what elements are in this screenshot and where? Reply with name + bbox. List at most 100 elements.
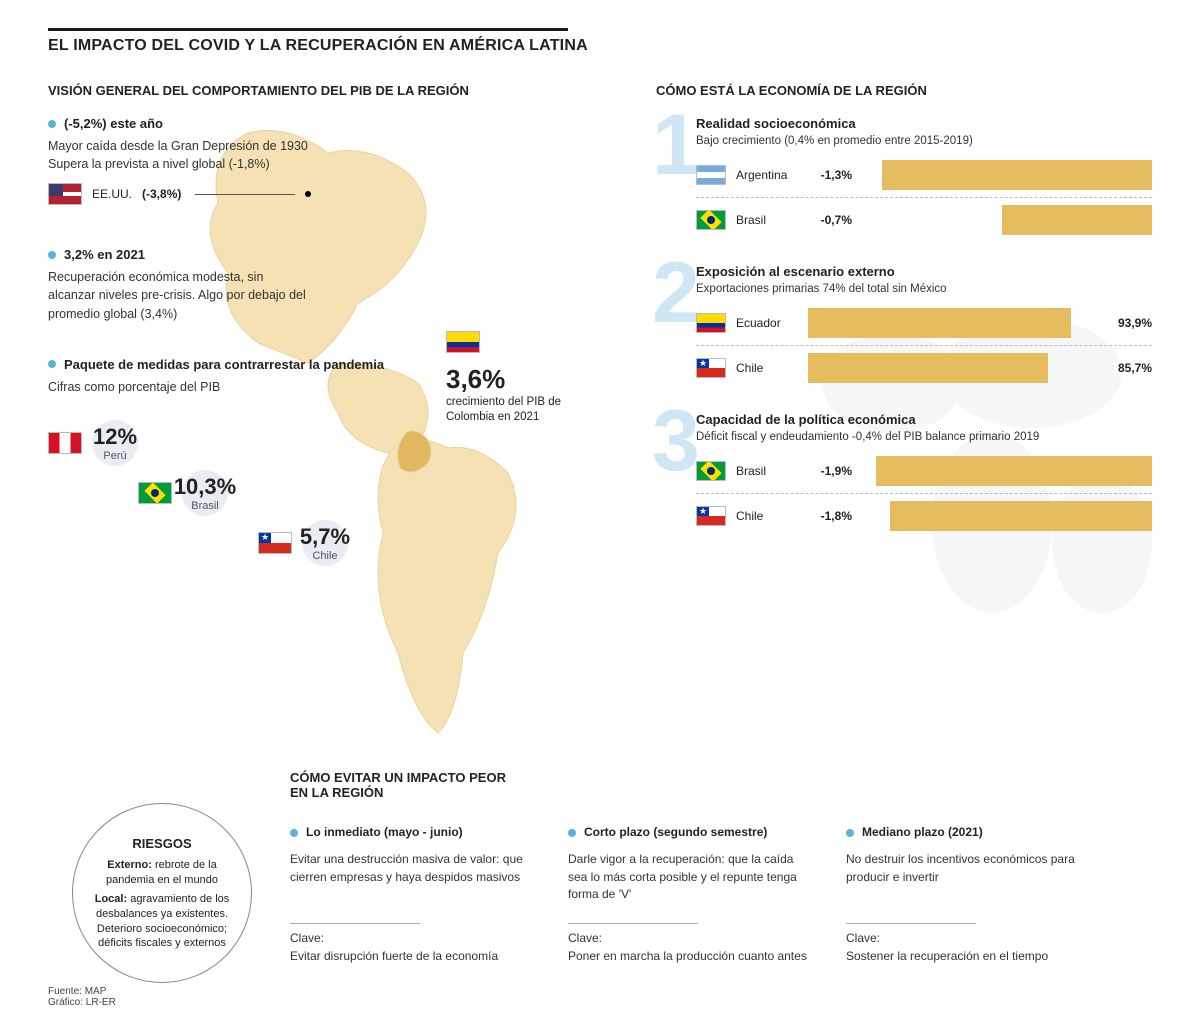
advice-key: Clave:Poner en marcha la producción cuan… (568, 930, 808, 965)
group-number: 1 (652, 102, 700, 188)
flag-cl-icon (258, 532, 292, 554)
flag-co-icon (446, 331, 480, 353)
advice-columns: Lo inmediato (mayo - junio) Evitar una d… (290, 824, 1170, 965)
risks-local: Local: agravamiento de los desbalances y… (93, 892, 231, 951)
advice-divider (568, 923, 698, 924)
stimulus-list: 12% Perú 10,3% Brasil 5,7% Chile (48, 420, 608, 566)
bullet-1: (-5,2%) este año Mayor caída desde la Gr… (48, 116, 608, 205)
advice-column: Mediano plazo (2021) No destruir los inc… (846, 824, 1086, 965)
stimulus-value: 10,3% (174, 474, 236, 500)
leader-dot-icon (305, 191, 311, 197)
advice-title: Lo inmediato (mayo - junio) (290, 824, 530, 841)
advice-key: Clave:Sostener la recuperación en el tie… (846, 930, 1086, 965)
colombia-value: 3,6% (446, 364, 576, 395)
divider (696, 493, 1152, 494)
bar-row: Ecuador 93,9% (696, 305, 1152, 341)
flag-br-icon (696, 461, 726, 481)
colombia-text: crecimiento del PIB de Colombia en 2021 (446, 395, 576, 425)
risks-circle: RIESGOS Externo: rebrote de la pandemia … (72, 803, 252, 983)
flag-us-icon (48, 183, 82, 205)
flag-br-icon (696, 210, 726, 230)
bar-fill (808, 353, 1048, 383)
bar-value: -1,8% (808, 509, 852, 523)
advice-title: Mediano plazo (2021) (846, 824, 1086, 841)
bar-row: Brasil -0,7% (696, 202, 1152, 238)
indicator-group: 3 Capacidad de la política económica Déf… (656, 412, 1152, 534)
right-column: CÓMO ESTÁ LA ECONOMÍA DE LA REGIÓN 1 Rea… (656, 83, 1152, 570)
advice-column: Corto plazo (segundo semestre) Darle vig… (568, 824, 808, 965)
stimulus-country: Perú (103, 450, 126, 462)
bar-value: -1,9% (808, 464, 852, 478)
bar-track (808, 308, 1102, 338)
leader-line (195, 194, 295, 195)
stimulus-country: Chile (312, 550, 337, 562)
bar-country: Chile (736, 361, 798, 375)
bullet-dot-icon (568, 829, 576, 837)
group-title: Capacidad de la política económica (696, 412, 1152, 427)
flag-ar-icon (696, 165, 726, 185)
bullet-3-title: Paquete de medidas para contrarrestar la… (64, 357, 384, 372)
advice-body: Darle vigor a la recuperación: que la ca… (568, 851, 808, 909)
bar-row: Chile -1,8% (696, 498, 1152, 534)
source-fuente: Fuente: MAP (48, 986, 116, 997)
advice-column: Lo inmediato (mayo - junio) Evitar una d… (290, 824, 530, 965)
bar-row: Chile 85,7% (696, 350, 1152, 386)
bullet-1-line2: Supera la prevista a nivel global (-1,8%… (48, 155, 308, 173)
indicator-group: 2 Exposición al escenario externo Export… (656, 264, 1152, 386)
advice-key: Clave:Evitar disrupción fuerte de la eco… (290, 930, 530, 965)
bar-country: Brasil (736, 213, 798, 227)
colombia-callout: 3,6% crecimiento del PIB de Colombia en … (446, 331, 576, 425)
group-subtitle: Bajo crecimiento (0,4% en promedio entre… (696, 135, 1152, 147)
bar-fill (808, 308, 1071, 338)
left-column: VISIÓN GENERAL DEL COMPORTAMIENTO DEL PI… (48, 83, 608, 570)
stimulus-badge: 12% Perú (92, 420, 138, 466)
bullet-2: 3,2% en 2021 Recuperación económica mode… (48, 247, 608, 322)
group-title: Realidad socioeconómica (696, 116, 1152, 131)
bullet-3-sub: Cifras como porcentaje del PIB (48, 378, 308, 396)
advice-title: Corto plazo (segundo semestre) (568, 824, 808, 841)
advice-body: No destruir los incentivos económicos pa… (846, 851, 1086, 909)
us-value: (-3,8%) (142, 187, 181, 201)
bar-fill (890, 501, 1152, 531)
group-number: 3 (652, 398, 700, 484)
group-subtitle: Exportaciones primarias 74% del total si… (696, 283, 1152, 295)
bar-country: Brasil (736, 464, 798, 478)
advice-divider (290, 923, 420, 924)
advice-section: CÓMO EVITAR UN IMPACTO PEOR EN LA REGIÓN… (290, 770, 1170, 965)
left-heading: VISIÓN GENERAL DEL COMPORTAMIENTO DEL PI… (48, 83, 608, 98)
divider (696, 197, 1152, 198)
bullet-dot-icon (48, 120, 56, 128)
main-title: EL IMPACTO DEL COVID Y LA RECUPERACIÓN E… (48, 37, 1152, 55)
bullet-1-title: (-5,2%) este año (64, 116, 163, 131)
group-number: 2 (652, 250, 700, 336)
right-heading: CÓMO ESTÁ LA ECONOMÍA DE LA REGIÓN (656, 83, 1152, 98)
bar-track (862, 501, 1152, 531)
stimulus-badge: 5,7% Chile (302, 520, 348, 566)
bar-fill (876, 456, 1152, 486)
bullet-2-body: Recuperación económica modesta, sin alca… (48, 268, 308, 322)
stimulus-value: 5,7% (300, 524, 350, 550)
us-label: EE.UU. (92, 187, 132, 201)
stimulus-value: 12% (93, 424, 137, 450)
bullet-dot-icon (846, 829, 854, 837)
source-credits: Fuente: MAP Gráfico: LR-ER (48, 986, 116, 1008)
bar-value: -1,3% (808, 168, 852, 182)
advice-body: Evitar una destrucción masiva de valor: … (290, 851, 530, 909)
bar-row: Argentina -1,3% (696, 157, 1152, 193)
bar-value: -0,7% (808, 213, 852, 227)
title-rule (48, 28, 568, 31)
bullet-dot-icon (48, 251, 56, 259)
stimulus-country: Brasil (191, 500, 219, 512)
bar-value: 93,9% (1118, 316, 1152, 330)
bar-country: Argentina (736, 168, 798, 182)
stimulus-row: 5,7% Chile (258, 520, 608, 566)
flag-cl-icon (696, 358, 726, 378)
risks-externo: Externo: rebrote de la pandemia en el mu… (93, 858, 231, 888)
bar-value: 85,7% (1118, 361, 1152, 375)
group-subtitle: Déficit fiscal y endeudamiento -0,4% del… (696, 431, 1152, 443)
bar-track (862, 205, 1152, 235)
us-row: EE.UU. (-3,8%) (48, 183, 608, 205)
bar-country: Ecuador (736, 316, 798, 330)
flag-pe-icon (48, 432, 82, 454)
bar-track (862, 160, 1152, 190)
